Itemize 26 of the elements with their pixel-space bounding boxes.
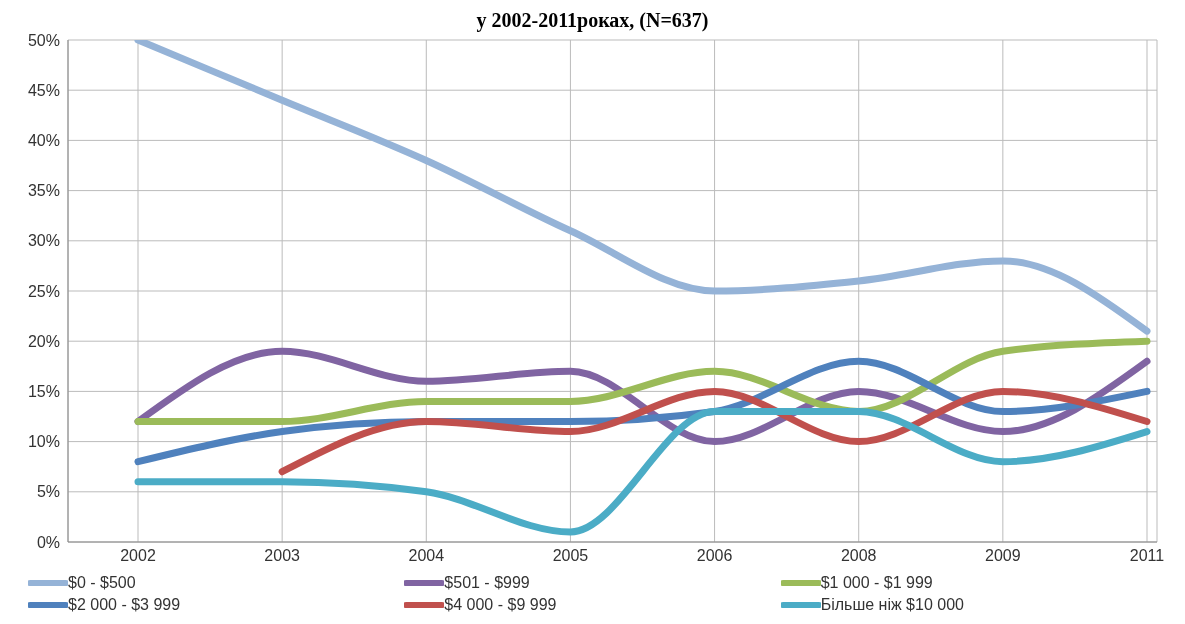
y-tick-label: 10% — [27, 433, 60, 451]
x-tick-label: 2002 — [120, 547, 156, 565]
y-tick-label: 40% — [27, 132, 60, 150]
y-tick-label: 45% — [27, 81, 60, 99]
y-tick-label: 30% — [27, 232, 60, 250]
legend-label: $1 000 - $1 999 — [820, 574, 933, 592]
x-tick-label: 2003 — [264, 547, 301, 565]
y-tick-label: 35% — [27, 182, 60, 200]
chart-title: у 2002-2011роках, (N=637) — [475, 8, 710, 32]
y-tick-label: 25% — [27, 282, 60, 300]
legend-label: $501 - $999 — [444, 574, 530, 592]
x-tick-label: 2008 — [840, 547, 877, 565]
x-tick-label: 2005 — [552, 547, 589, 565]
x-tick-label: 2006 — [696, 547, 733, 565]
legend-label: Більше ніж $10 000 — [820, 596, 964, 614]
legend-label: $4 000 - $9 999 — [444, 596, 557, 614]
y-tick-label: 15% — [27, 383, 60, 401]
y-tick-label: 0% — [36, 533, 60, 551]
legend-label: $2 000 - $3 999 — [68, 596, 181, 614]
y-tick-label: 50% — [27, 31, 60, 49]
legend-label: $0 - $500 — [68, 574, 136, 592]
y-tick-label: 20% — [27, 332, 60, 350]
x-tick-label: 2004 — [408, 547, 445, 565]
x-tick-label: 2011 — [1129, 547, 1165, 565]
x-tick-label: 2009 — [985, 547, 1021, 565]
y-tick-label: 5% — [36, 483, 60, 501]
